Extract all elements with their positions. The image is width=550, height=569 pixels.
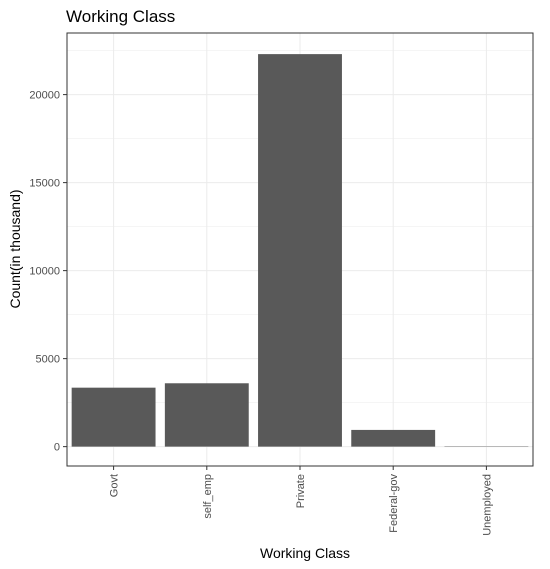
bar-self-emp <box>164 383 249 447</box>
x-tick-label: self_emp <box>202 474 214 519</box>
x-tick-label: Unemployed <box>481 474 493 536</box>
x-tick-label: Govt <box>109 474 121 497</box>
x-axis-title: Working Class <box>260 545 350 561</box>
x-tick-label: Federal-gov <box>388 474 400 533</box>
x-axis: Govt self_emp Private Federal-gov Unemployed <box>109 466 493 536</box>
y-tick-label: 5000 <box>36 354 60 366</box>
y-axis-title: Count(in thousand) <box>7 189 23 308</box>
y-tick-label: 10000 <box>29 266 60 278</box>
bar-private <box>258 54 342 447</box>
y-tick-label: 20000 <box>29 90 60 102</box>
y-axis: 0 5000 10000 15000 20000 <box>29 90 67 454</box>
x-tick-label: Private <box>295 474 307 508</box>
y-tick-label: 15000 <box>29 178 60 190</box>
y-tick-label: 0 <box>54 442 60 454</box>
bars <box>71 54 529 447</box>
chart-title: Working Class <box>66 7 175 26</box>
bar-govt <box>71 387 156 447</box>
bar-federal-gov <box>351 429 436 447</box>
